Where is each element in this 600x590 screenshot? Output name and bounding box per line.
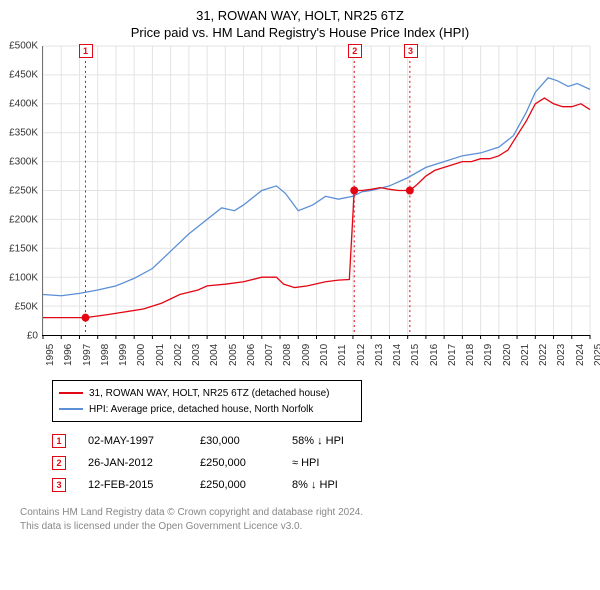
x-tick-label: 2016: [429, 344, 440, 366]
legend-label: HPI: Average price, detached house, Nort…: [89, 404, 313, 415]
x-axis: 1995 1996 1997 1998 1999 2000 2001 2002 2003 2004…: [42, 338, 590, 376]
titles: 31, ROWAN WAY, HOLT, NR25 6TZ Price paid…: [10, 8, 590, 40]
x-tick-label: 2010: [319, 344, 330, 366]
transaction-marker: 1: [79, 44, 93, 58]
plot-wrap: 1 2 3 1995 1996 1997 1998 1999 2000 2001 2002 2003…: [42, 46, 590, 376]
x-tick-label: 2019: [483, 344, 494, 366]
x-tick-label: 2007: [264, 344, 275, 366]
x-tick-label: 2002: [173, 344, 184, 366]
y-tick-label: £0: [27, 331, 38, 342]
transaction-date: 12-FEB-2015: [88, 479, 178, 491]
transaction-marker: 2: [348, 44, 362, 58]
x-tick-label: 2024: [575, 344, 586, 366]
x-tick-label: 2015: [410, 344, 421, 366]
footer-line2: This data is licensed under the Open Gov…: [20, 520, 590, 534]
legend-swatch: [59, 392, 83, 394]
x-tick-label: 2003: [191, 344, 202, 366]
chart-container: 31, ROWAN WAY, HOLT, NR25 6TZ Price paid…: [0, 0, 600, 542]
x-tick-label: 2001: [155, 344, 166, 366]
y-tick-label: £350K: [9, 128, 38, 139]
x-tick-label: 2006: [246, 344, 257, 366]
transaction-row: 3 12-FEB-2015 £250,000 8% ↓ HPI: [52, 474, 590, 496]
x-tick-label: 2011: [337, 344, 348, 366]
transaction-price: £250,000: [200, 479, 270, 491]
transaction-date: 26-JAN-2012: [88, 457, 178, 469]
y-tick-label: £50K: [15, 302, 38, 313]
x-tick-label: 2017: [447, 344, 458, 366]
x-tick-label: 1997: [82, 344, 93, 366]
transaction-price: £30,000: [200, 435, 270, 447]
x-tick-label: 1995: [45, 344, 56, 366]
x-tick-label: 2022: [538, 344, 549, 366]
y-axis: £0£50K£100K£150K£200K£250K£300K£350K£400…: [10, 46, 42, 336]
legend-item: HPI: Average price, detached house, Nort…: [59, 401, 355, 417]
legend-label: 31, ROWAN WAY, HOLT, NR25 6TZ (detached …: [89, 388, 329, 399]
x-tick-label: 2020: [502, 344, 513, 366]
x-tick-label: 2009: [301, 344, 312, 366]
x-tick-label: 2018: [465, 344, 476, 366]
transaction-delta: 58% ↓ HPI: [292, 435, 344, 447]
legend: 31, ROWAN WAY, HOLT, NR25 6TZ (detached …: [52, 380, 362, 422]
plot: 1 2 3: [42, 46, 590, 336]
x-tick-label: 1998: [100, 344, 111, 366]
x-tick-label: 1999: [118, 344, 129, 366]
x-tick-label: 2023: [556, 344, 567, 366]
y-tick-label: £500K: [9, 41, 38, 52]
x-tick-label: 2012: [356, 344, 367, 366]
y-tick-label: £100K: [9, 273, 38, 284]
x-tick-label: 2025: [593, 344, 600, 366]
transaction-delta: 8% ↓ HPI: [292, 479, 338, 491]
x-tick-label: 2004: [209, 344, 220, 366]
y-tick-label: £200K: [9, 215, 38, 226]
transaction-price: £250,000: [200, 457, 270, 469]
legend-swatch: [59, 408, 83, 410]
y-tick-label: £400K: [9, 99, 38, 110]
x-tick-label: 2014: [392, 344, 403, 366]
transaction-marker: 3: [404, 44, 418, 58]
x-tick-label: 1996: [63, 344, 74, 366]
footer-line1: Contains HM Land Registry data © Crown c…: [20, 506, 590, 520]
plot-svg: [43, 46, 590, 335]
title-subtitle: Price paid vs. HM Land Registry's House …: [10, 25, 590, 40]
transaction-row: 2 26-JAN-2012 £250,000 ≈ HPI: [52, 452, 590, 474]
transaction-row: 1 02-MAY-1997 £30,000 58% ↓ HPI: [52, 430, 590, 452]
x-tick-label: 2000: [136, 344, 147, 366]
x-tick-label: 2005: [228, 344, 239, 366]
transaction-number: 3: [52, 478, 66, 492]
transaction-number: 1: [52, 434, 66, 448]
footer: Contains HM Land Registry data © Crown c…: [20, 506, 590, 534]
title-address: 31, ROWAN WAY, HOLT, NR25 6TZ: [10, 8, 590, 23]
legend-item: 31, ROWAN WAY, HOLT, NR25 6TZ (detached …: [59, 385, 355, 401]
x-tick-label: 2021: [520, 344, 531, 366]
y-tick-label: £250K: [9, 186, 38, 197]
transaction-delta: ≈ HPI: [292, 457, 319, 469]
transactions-table: 1 02-MAY-1997 £30,000 58% ↓ HPI 2 26-JAN-2012…: [52, 430, 590, 496]
y-tick-label: £300K: [9, 157, 38, 168]
y-tick-label: £150K: [9, 244, 38, 255]
x-tick-label: 2013: [374, 344, 385, 366]
y-tick-label: £450K: [9, 70, 38, 81]
transaction-date: 02-MAY-1997: [88, 435, 178, 447]
x-tick-label: 2008: [282, 344, 293, 366]
transaction-number: 2: [52, 456, 66, 470]
chart-area: £0 £50K £100K £150K £200K £250K £300K £350K £400…: [10, 46, 590, 376]
